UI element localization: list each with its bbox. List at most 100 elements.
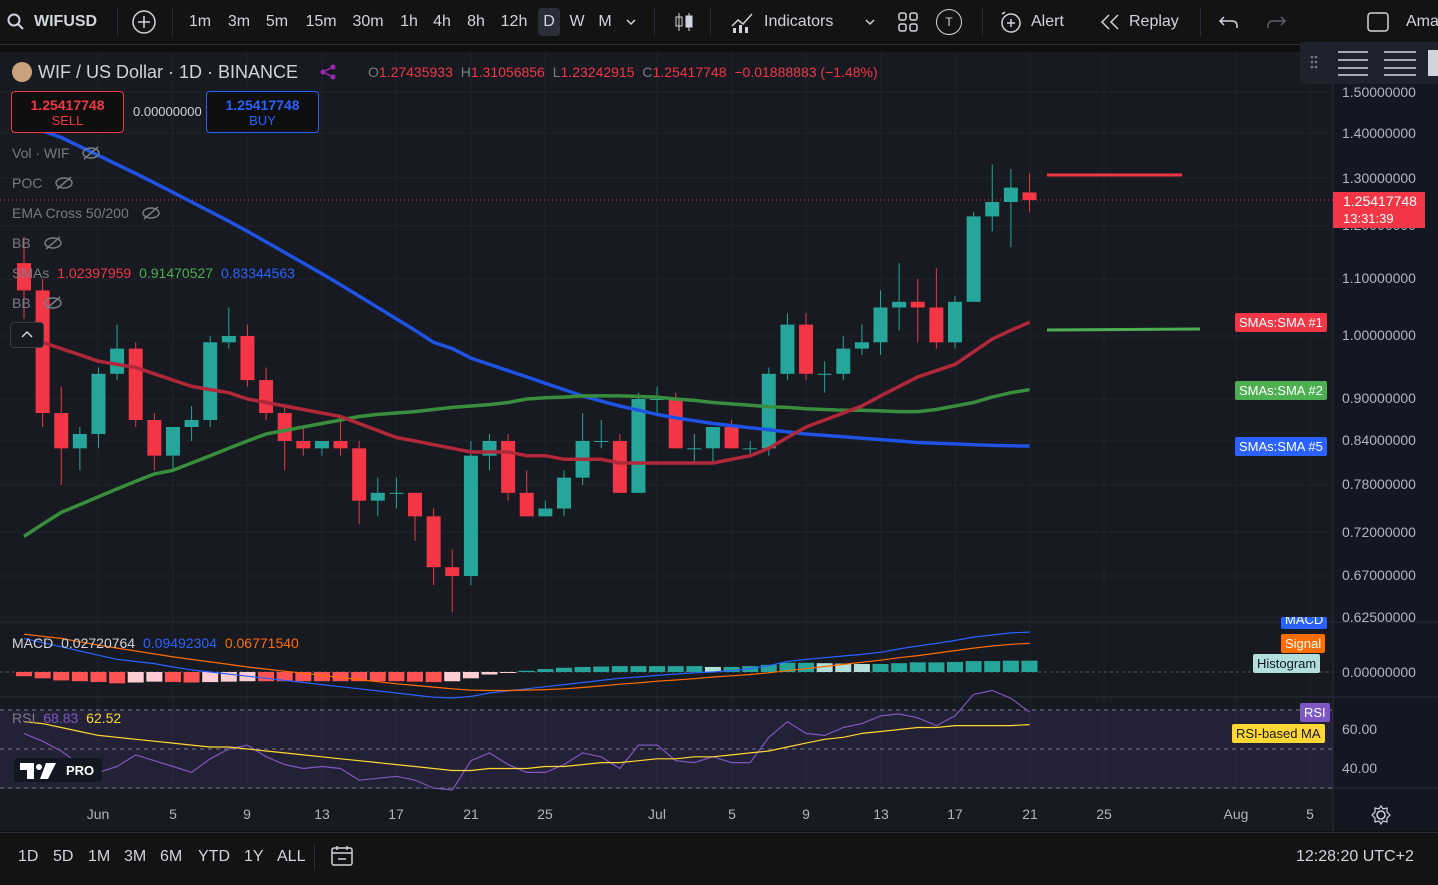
clock-timezone[interactable]: 12:28:20 UTC+2 (1296, 848, 1414, 865)
range-5d[interactable]: 5D (53, 848, 74, 865)
candle-body (110, 348, 125, 374)
macd-histogram-bar (816, 663, 833, 672)
macd-histogram-bar (481, 672, 498, 675)
time-tick: Jun (86, 806, 110, 822)
indicator-vol[interactable]: Vol · WIF (12, 145, 101, 161)
open-value: 1.27435933 (378, 64, 453, 80)
go-to-date-button[interactable] (329, 844, 355, 873)
fullscreen-button[interactable] (1366, 0, 1390, 44)
macd-histogram-bar (34, 672, 51, 679)
candle-body (612, 441, 627, 493)
buy-button[interactable]: 1.25417748 BUY (206, 91, 319, 133)
indicator-poc[interactable]: POC (12, 175, 74, 191)
rsi-legend[interactable]: RSI 68.83 62.52 (12, 710, 121, 726)
share-icon[interactable] (319, 63, 337, 81)
interval-30m[interactable]: 30m (352, 13, 384, 30)
interval-w[interactable]: W (569, 13, 585, 30)
range-1m[interactable]: 1M (88, 848, 111, 865)
tradingview-logo[interactable]: PRO (14, 758, 103, 782)
chart-type-button[interactable] (672, 0, 696, 44)
time-tick: 9 (243, 806, 251, 822)
candle-body (17, 263, 31, 291)
macd-histogram-bar (965, 661, 982, 672)
range-ytd[interactable]: YTD (198, 848, 230, 865)
interval-8h[interactable]: 8h (467, 13, 485, 30)
macd-histogram-bar (947, 661, 963, 672)
macd-histogram-bar (984, 661, 1001, 672)
candle-body (370, 492, 385, 501)
time-tick: 17 (388, 806, 404, 822)
macd-histogram-bar (537, 669, 554, 672)
eye-hidden-icon[interactable] (141, 205, 161, 221)
layout-button[interactable] (897, 0, 919, 44)
eye-hidden-icon[interactable] (81, 145, 101, 161)
macd-histogram-bar (276, 672, 293, 682)
macd-histogram-bar (760, 664, 777, 672)
redo-button[interactable] (1265, 0, 1287, 44)
indicators-dropdown[interactable] (864, 0, 876, 44)
object-tree-icons[interactable] (1300, 42, 1438, 84)
undo-button[interactable] (1218, 0, 1240, 44)
range-1d[interactable]: 1D (18, 848, 39, 865)
sma5-line (23, 123, 1030, 448)
indicator-bb2-label: BB (12, 295, 31, 311)
range-6m[interactable]: 6M (160, 848, 183, 865)
macd-zero-tick: 0.00000000 (1342, 664, 1416, 680)
collapse-legend-button[interactable] (10, 322, 44, 348)
compare-symbol-button[interactable] (131, 0, 157, 44)
chart-settings-button[interactable] (1370, 804, 1392, 831)
macd-legend[interactable]: MACD 0.02720764 0.09492304 0.06771540 (12, 635, 299, 651)
macd-histogram-bar (425, 672, 442, 683)
symbol-search[interactable]: WIFUSD (6, 0, 97, 44)
interval-d[interactable]: D (538, 8, 560, 36)
sell-price: 1.25417748 (30, 97, 105, 113)
macd-histogram-bar (593, 666, 610, 672)
eye-hidden-icon[interactable] (43, 295, 63, 311)
range-3m[interactable]: 3M (124, 848, 147, 865)
price-axis[interactable] (1333, 52, 1438, 831)
macd-line (23, 631, 1030, 699)
range-all[interactable]: ALL (277, 848, 306, 865)
candle-body (668, 399, 683, 449)
eye-hidden-icon[interactable] (54, 175, 74, 191)
price-tick: 0.67000000 (1342, 567, 1416, 583)
candle-body (966, 216, 981, 302)
sell-button[interactable]: 1.25417748 SELL (11, 91, 124, 133)
alert-button[interactable]: Alert (998, 0, 1064, 44)
account-label[interactable]: Ama (1406, 13, 1438, 30)
macd-histogram-bar (220, 672, 237, 682)
macd-histogram-bar (90, 672, 107, 683)
range-1y[interactable]: 1Y (244, 848, 264, 865)
macd-histogram-bar (835, 663, 852, 672)
interval-1m[interactable]: 1m (188, 13, 212, 30)
price-tick: 1.10000000 (1342, 270, 1416, 286)
eye-hidden-icon[interactable] (43, 235, 63, 251)
interval-15m[interactable]: 15m (305, 13, 337, 30)
indicator-bb2[interactable]: BB (12, 295, 63, 311)
interval-dropdown[interactable] (625, 0, 637, 44)
indicator-bb[interactable]: BB (12, 235, 63, 251)
macd-histogram-bar (704, 666, 721, 672)
rsi-label: RSI (12, 710, 36, 726)
replay-button[interactable]: Replay (1099, 0, 1179, 44)
candle-body (519, 492, 534, 517)
indicators-button[interactable]: Indicators (730, 0, 833, 44)
candle-body (426, 516, 441, 568)
interval-3m[interactable]: 3m (227, 13, 251, 30)
interval-m[interactable]: M (598, 13, 612, 30)
signal-line-value: 0.06771540 (224, 635, 299, 651)
interval-5m[interactable]: 5m (265, 13, 289, 30)
macd-histogram-bar (462, 672, 479, 679)
indicator-vol-label: Vol · WIF (12, 145, 70, 161)
macd-line-value: 0.09492304 (142, 635, 217, 651)
interval-12h[interactable]: 12h (500, 13, 528, 30)
interval-1h[interactable]: 1h (400, 13, 418, 30)
templates-button[interactable]: T (936, 0, 962, 44)
gear-icon (1371, 804, 1391, 826)
symbol-title[interactable]: WIF / US Dollar · 1D · BINANCE (12, 62, 337, 83)
indicator-smas[interactable]: SMAs 1.02397959 0.91470527 0.83344563 (12, 265, 295, 281)
candle-body (743, 448, 758, 450)
interval-4h[interactable]: 4h (433, 13, 451, 30)
symbol-name: WIFUSD (34, 13, 98, 30)
indicator-ema-cross[interactable]: EMA Cross 50/200 (12, 205, 161, 221)
